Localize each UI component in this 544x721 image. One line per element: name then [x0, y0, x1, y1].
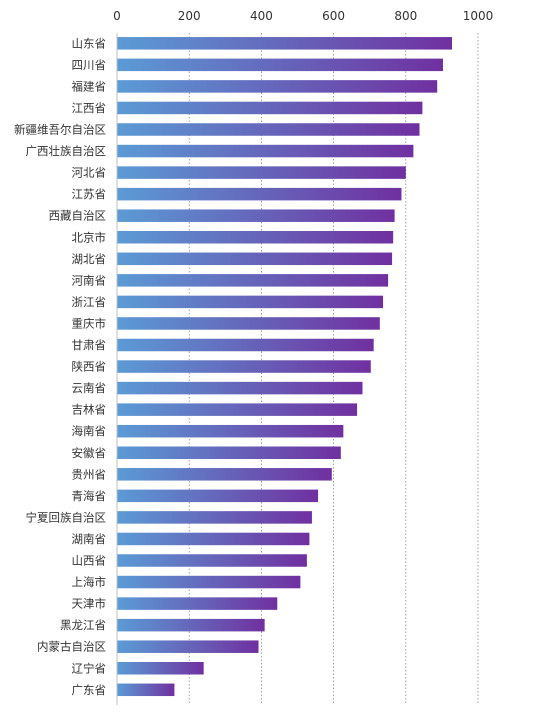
- category-label: 安徽省: [72, 446, 107, 460]
- bar: [117, 360, 371, 373]
- category-label: 江西省: [72, 101, 107, 115]
- category-label: 河南省: [72, 273, 107, 287]
- category-label: 重庆市: [72, 316, 107, 330]
- bar: [117, 338, 374, 352]
- category-label: 山东省: [72, 36, 107, 50]
- category-label: 云南省: [72, 381, 107, 395]
- bar: [117, 381, 363, 395]
- category-label: 广西壮族自治区: [26, 144, 107, 158]
- bar: [117, 101, 423, 115]
- bar: [117, 662, 204, 675]
- bar: [117, 468, 332, 481]
- category-label: 内蒙古自治区: [37, 640, 106, 654]
- bar: [117, 317, 380, 330]
- category-labels: 山东省四川省福建省江西省新疆维吾尔自治区广西壮族自治区河北省江苏省西藏自治区北京…: [14, 36, 107, 697]
- x-axis-ticks: 0 200 400 600 800 1000: [113, 9, 493, 23]
- x-tick-label: 1000: [463, 9, 494, 23]
- bar: [117, 231, 394, 244]
- bar: [117, 403, 358, 416]
- category-label: 北京市: [72, 230, 107, 244]
- category-label: 浙江省: [72, 295, 107, 309]
- x-tick-label: 0: [113, 9, 121, 23]
- bar: [117, 683, 175, 697]
- category-label: 青海省: [72, 489, 107, 503]
- category-label: 陕西省: [72, 360, 107, 374]
- bar: [117, 597, 278, 610]
- category-label: 湖南省: [72, 532, 107, 546]
- bar: [117, 489, 319, 503]
- category-label: 辽宁省: [72, 661, 107, 675]
- category-label: 山西省: [72, 554, 107, 568]
- bar: [117, 187, 402, 201]
- category-label: 江苏省: [72, 187, 107, 201]
- bars: [117, 37, 453, 697]
- bar: [117, 640, 259, 653]
- category-label: 天津市: [72, 597, 107, 611]
- x-tick-label: 600: [322, 9, 345, 23]
- category-label: 贵州省: [72, 467, 107, 481]
- bar: [117, 295, 384, 309]
- category-label: 海南省: [72, 424, 107, 438]
- bar: [117, 446, 341, 459]
- category-label: 新疆维吾尔自治区: [14, 123, 106, 137]
- bar: [117, 123, 420, 136]
- bar: [117, 618, 265, 632]
- x-tick-label: 200: [178, 9, 201, 23]
- x-tick-label: 400: [250, 9, 273, 23]
- bar: [117, 144, 414, 158]
- category-label: 福建省: [72, 79, 107, 93]
- category-label: 黑龙江省: [60, 618, 106, 632]
- bar: [117, 511, 312, 524]
- category-label: 上海市: [72, 575, 107, 589]
- bar: [117, 274, 389, 287]
- x-tick-label: 800: [394, 9, 417, 23]
- bar: [117, 252, 393, 266]
- bar: [117, 58, 443, 72]
- bar: [117, 554, 307, 567]
- category-label: 西藏自治区: [49, 209, 107, 223]
- bar: [117, 37, 453, 50]
- bar: [117, 575, 301, 589]
- bar: [117, 532, 310, 546]
- category-label: 河北省: [72, 166, 107, 180]
- bar: [117, 424, 344, 438]
- bar: [117, 209, 395, 222]
- bar: [117, 80, 438, 93]
- bar: [117, 166, 406, 179]
- category-label: 四川省: [72, 58, 107, 72]
- category-label: 甘肃省: [72, 338, 107, 352]
- category-label: 广东省: [72, 683, 107, 697]
- category-label: 宁夏回族自治区: [26, 510, 107, 524]
- category-label: 湖北省: [72, 252, 107, 266]
- category-label: 吉林省: [72, 403, 107, 417]
